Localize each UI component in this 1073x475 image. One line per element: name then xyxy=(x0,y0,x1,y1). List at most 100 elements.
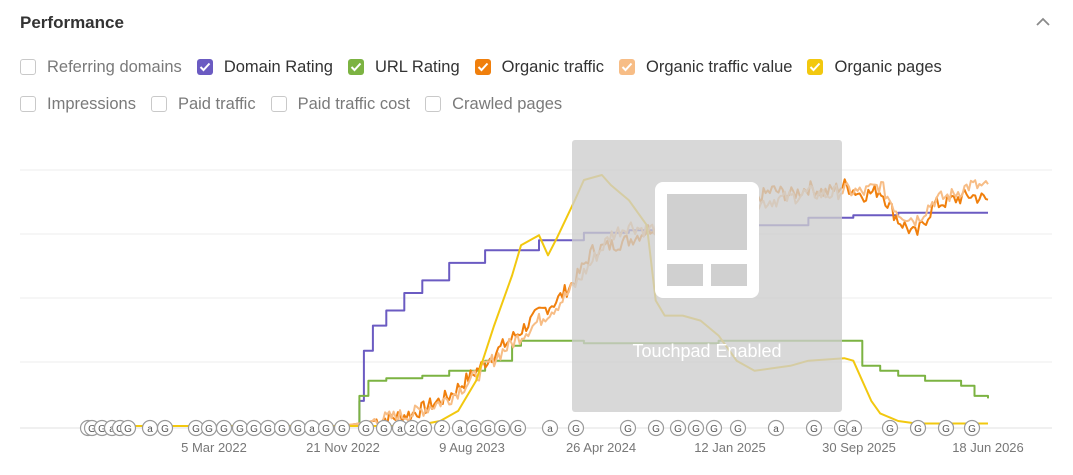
event-marker xyxy=(273,419,291,437)
event-marker xyxy=(963,419,981,437)
touchpad-icon xyxy=(655,182,759,298)
metric-organic-pages[interactable]: Organic pages xyxy=(807,57,942,77)
event-marker-label: G xyxy=(98,424,106,435)
event-marker-label: G xyxy=(470,424,478,435)
event-marker-label: G xyxy=(572,424,580,435)
metric-url-rating[interactable]: URL Rating xyxy=(347,57,460,77)
x-tick-label: 12 Jan 2025 xyxy=(694,440,766,455)
metric-referring-domains[interactable]: Referring domains xyxy=(20,58,182,77)
metric-label: URL Rating xyxy=(374,57,460,76)
series-line xyxy=(90,174,988,427)
metric-label: Crawled pages xyxy=(452,94,563,113)
metric-label: Paid traffic cost xyxy=(297,94,411,113)
event-marker-label: G xyxy=(380,424,388,435)
metric-label: Impressions xyxy=(47,94,136,113)
event-marker-label: G xyxy=(484,424,492,435)
metric-paid-traffic-cost[interactable]: Paid traffic cost xyxy=(270,94,411,114)
checkbox[interactable] xyxy=(20,96,36,112)
metric-domain-rating[interactable]: Domain Rating xyxy=(196,57,333,77)
event-marker-label: G xyxy=(264,424,272,435)
x-tick-label: 18 Jun 2026 xyxy=(952,440,1024,455)
checkbox[interactable] xyxy=(474,59,491,75)
event-marker xyxy=(845,419,863,437)
event-marker-label: a xyxy=(147,424,153,435)
event-marker-label: G xyxy=(420,424,428,435)
event-marker-label: G xyxy=(624,424,632,435)
metric-crawled-pages[interactable]: Crawled pages xyxy=(425,95,562,114)
event-marker xyxy=(881,419,899,437)
event-marker-label: a xyxy=(457,424,463,435)
chevron-up-icon[interactable] xyxy=(1035,16,1051,28)
event-marker xyxy=(937,419,955,437)
metric-impressions[interactable]: Impressions xyxy=(20,95,136,114)
metrics-row-2: Impressions Paid traffic Paid traffic co… xyxy=(20,92,577,116)
event-marker-label: G xyxy=(220,424,228,435)
event-marker-label: G xyxy=(734,424,742,435)
event-marker-label: G xyxy=(838,424,846,435)
metric-label: Domain Rating xyxy=(223,57,333,76)
checkbox[interactable] xyxy=(619,59,636,75)
metric-organic-traffic[interactable]: Organic traffic xyxy=(474,57,605,77)
event-marker xyxy=(619,419,637,437)
event-marker-label: G xyxy=(294,424,302,435)
event-marker-label: G xyxy=(942,424,950,435)
touchpad-overlay: Touchpad Enabled xyxy=(572,140,842,412)
x-tick-label: 9 Aug 2023 xyxy=(439,440,505,455)
section-title: Performance xyxy=(20,13,124,32)
event-marker xyxy=(433,419,451,437)
event-marker-label: G xyxy=(674,424,682,435)
metric-label: Referring domains xyxy=(47,57,182,76)
event-marker xyxy=(119,419,137,437)
event-marker-label: G xyxy=(652,424,660,435)
event-marker xyxy=(805,419,823,437)
event-marker-label: G xyxy=(192,424,200,435)
event-marker xyxy=(767,419,785,437)
metric-label: Paid traffic xyxy=(177,94,256,113)
checkbox[interactable] xyxy=(20,59,36,75)
event-marker xyxy=(375,419,393,437)
event-marker xyxy=(156,419,174,437)
event-marker-label: 2 xyxy=(409,424,415,435)
event-marker-label: G xyxy=(914,424,922,435)
event-marker-label: G xyxy=(810,424,818,435)
event-marker-label: G xyxy=(692,424,700,435)
event-marker-label: G xyxy=(498,424,506,435)
event-marker-label: a xyxy=(547,424,553,435)
event-marker-label: G xyxy=(886,424,894,435)
event-marker xyxy=(541,419,559,437)
event-marker-label: G xyxy=(710,424,718,435)
event-marker-label: a xyxy=(309,424,315,435)
event-marker xyxy=(909,419,927,437)
event-marker-label: a xyxy=(397,424,403,435)
metrics-row-1: Referring domains Domain Rating URL Rati… xyxy=(20,55,957,79)
checkbox[interactable] xyxy=(150,96,167,112)
event-marker-label: G xyxy=(88,424,96,435)
event-marker-label: G xyxy=(968,424,976,435)
metric-paid-traffic[interactable]: Paid traffic xyxy=(150,94,256,114)
x-tick-label: 21 Nov 2022 xyxy=(306,440,380,455)
event-marker-label: G xyxy=(338,424,346,435)
event-marker-label: a xyxy=(773,424,779,435)
metric-label: Organic traffic value xyxy=(646,57,793,76)
event-marker xyxy=(317,419,335,437)
metric-organic-traffic-value[interactable]: Organic traffic value xyxy=(619,58,792,77)
checkbox[interactable] xyxy=(347,59,364,75)
checkbox[interactable] xyxy=(807,59,824,75)
event-marker xyxy=(215,419,233,437)
event-marker xyxy=(687,419,705,437)
x-tick-label: 5 Mar 2022 xyxy=(181,440,247,455)
checkbox[interactable] xyxy=(196,59,213,75)
checkbox[interactable] xyxy=(270,96,287,112)
series-line xyxy=(90,339,989,427)
event-marker xyxy=(647,419,665,437)
event-marker xyxy=(493,419,511,437)
performance-header: Performance xyxy=(20,10,1053,38)
event-marker xyxy=(509,419,527,437)
metric-label: Organic traffic xyxy=(501,57,605,76)
event-marker-label: 2 xyxy=(439,424,445,435)
metric-label: Organic pages xyxy=(834,57,942,76)
checkbox[interactable] xyxy=(425,96,442,112)
event-marker xyxy=(705,419,723,437)
